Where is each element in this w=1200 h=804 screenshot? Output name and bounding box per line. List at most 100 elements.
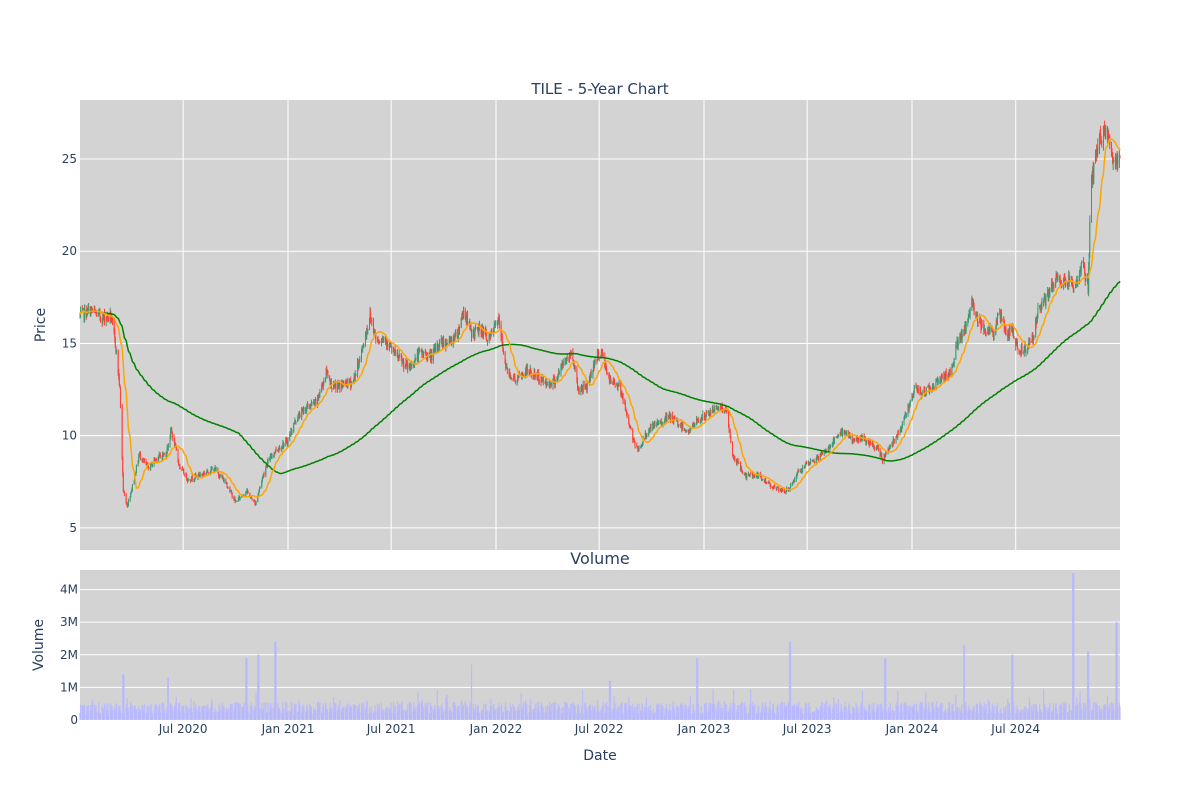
candle-body — [1001, 318, 1003, 321]
candle-body — [322, 382, 324, 387]
volume-bar — [91, 699, 94, 720]
candle-body — [314, 399, 316, 401]
volume-bar — [952, 703, 954, 720]
candle-body — [329, 380, 331, 386]
candle-body — [1056, 275, 1058, 280]
candle-body — [500, 324, 502, 338]
candle-body — [755, 476, 757, 477]
candle-body — [1031, 333, 1033, 341]
candle-body — [1091, 178, 1093, 181]
candle-body — [285, 439, 287, 441]
candle-body — [415, 358, 417, 360]
candle-body — [1112, 160, 1114, 163]
volume-bar — [509, 703, 511, 720]
volume-bar — [486, 710, 489, 720]
candle-body — [378, 342, 380, 344]
volume-bar — [848, 703, 850, 720]
candle-body — [293, 423, 295, 432]
candle-body — [119, 385, 121, 387]
candle-body — [808, 464, 810, 466]
candle-body — [1032, 338, 1034, 340]
candle-body — [1016, 341, 1018, 350]
volume-bar — [271, 707, 273, 720]
candle-body — [158, 454, 160, 457]
candle-body — [1114, 160, 1116, 170]
candle-body — [406, 363, 408, 369]
volume-bar — [518, 709, 520, 720]
candle-body — [238, 496, 240, 499]
candle-body — [298, 413, 300, 417]
volume-bar — [275, 641, 277, 720]
candle-body — [118, 376, 120, 386]
candle-body — [133, 480, 135, 485]
candle-body — [553, 377, 555, 380]
candle-body — [808, 462, 810, 465]
candle-body — [529, 368, 531, 374]
candle-body — [1008, 330, 1010, 336]
candle-body — [989, 326, 991, 331]
candle-body — [624, 402, 626, 411]
volume-bar — [969, 709, 971, 720]
candle-body — [1019, 351, 1021, 354]
candle-body — [920, 393, 922, 395]
candle-body — [900, 429, 902, 431]
volume-bar — [135, 709, 138, 720]
candle-body — [239, 496, 241, 500]
candle-body — [564, 361, 566, 363]
candle-body — [525, 369, 527, 377]
candle-body — [685, 430, 687, 432]
candle-body — [257, 493, 259, 496]
candle-body — [692, 424, 694, 426]
candle-body — [434, 346, 436, 349]
candle-body — [226, 483, 228, 488]
candle-body — [294, 420, 296, 424]
candle-body — [183, 474, 185, 477]
candle-body — [586, 384, 588, 390]
candle-body — [213, 470, 215, 472]
candle-body — [1000, 312, 1002, 319]
volume-bar — [836, 704, 838, 720]
candle-body — [580, 385, 582, 389]
candle-body — [174, 444, 176, 448]
volume-bar — [769, 700, 771, 720]
candle-body — [881, 455, 883, 459]
candle-body — [613, 379, 615, 382]
candle-body — [979, 318, 981, 323]
candle-body — [104, 313, 106, 322]
candle-body — [473, 334, 475, 337]
candle-body — [552, 379, 554, 387]
candle-body — [310, 405, 312, 408]
candle-body — [171, 429, 173, 433]
volume-bar — [530, 708, 532, 720]
candle-body — [628, 417, 630, 424]
candle-body — [590, 371, 592, 376]
volume-bar — [359, 712, 361, 720]
volume-bar — [79, 704, 82, 720]
volume-bar — [546, 705, 548, 720]
candle-body — [113, 321, 115, 333]
candle-body — [991, 331, 993, 332]
volume-bar — [895, 704, 897, 720]
candle-body — [302, 408, 304, 413]
volume-bar — [409, 702, 411, 720]
candle-body — [637, 449, 639, 451]
volume-bar — [230, 704, 232, 720]
candle-body — [1080, 270, 1082, 272]
candle-body — [889, 446, 891, 448]
candle-body — [497, 322, 499, 325]
candle-body — [1061, 284, 1063, 287]
candle-body — [873, 446, 875, 449]
candle-body — [512, 378, 514, 380]
candle-body — [1079, 271, 1081, 280]
candle-body — [347, 379, 349, 386]
volume-bar — [865, 710, 868, 720]
candle-body — [1047, 290, 1049, 295]
candle-body — [847, 430, 849, 435]
candle-body — [935, 381, 937, 388]
candle-body — [1019, 351, 1021, 353]
candle-body — [505, 363, 507, 368]
candle-body — [194, 478, 196, 480]
candle-body — [969, 307, 971, 316]
candle-body — [851, 435, 853, 442]
